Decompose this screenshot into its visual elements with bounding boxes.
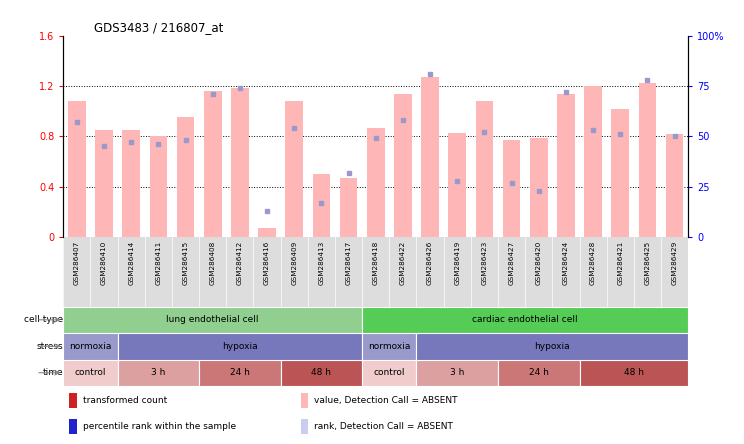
Bar xyxy=(280,360,362,386)
Bar xyxy=(612,109,629,237)
Bar xyxy=(557,94,575,237)
Text: 48 h: 48 h xyxy=(624,368,644,377)
Bar xyxy=(176,118,194,237)
Text: percentile rank within the sample: percentile rank within the sample xyxy=(83,422,237,431)
Text: GSM286410: GSM286410 xyxy=(101,241,107,285)
Bar xyxy=(69,393,77,408)
Text: GSM286429: GSM286429 xyxy=(672,241,678,285)
Bar xyxy=(394,94,411,237)
Text: normoxia: normoxia xyxy=(69,342,112,351)
Text: GSM286424: GSM286424 xyxy=(563,241,569,285)
Text: GSM286415: GSM286415 xyxy=(182,241,188,285)
Text: 3 h: 3 h xyxy=(450,368,464,377)
Text: 24 h: 24 h xyxy=(230,368,250,377)
Bar xyxy=(503,140,520,237)
Bar xyxy=(122,130,140,237)
Bar xyxy=(68,101,86,237)
Text: GSM286425: GSM286425 xyxy=(644,241,650,285)
Bar xyxy=(63,333,118,360)
Bar xyxy=(286,101,303,237)
Text: value, Detection Call = ABSENT: value, Detection Call = ABSENT xyxy=(315,396,458,405)
Bar xyxy=(63,306,362,333)
Bar xyxy=(258,228,276,237)
Text: GSM286409: GSM286409 xyxy=(291,241,297,285)
Text: hypoxia: hypoxia xyxy=(222,342,257,351)
Text: GSM286426: GSM286426 xyxy=(427,241,433,285)
Bar xyxy=(95,130,113,237)
Bar xyxy=(530,138,548,237)
Text: GSM286411: GSM286411 xyxy=(155,241,161,285)
Text: 48 h: 48 h xyxy=(312,368,331,377)
Text: GSM286423: GSM286423 xyxy=(481,241,487,285)
Bar xyxy=(362,360,417,386)
Text: GSM286419: GSM286419 xyxy=(455,241,461,285)
Text: GSM286413: GSM286413 xyxy=(318,241,324,285)
Bar xyxy=(231,88,248,237)
Bar xyxy=(301,419,308,434)
Bar xyxy=(638,83,656,237)
Text: 24 h: 24 h xyxy=(529,368,548,377)
Text: GSM286427: GSM286427 xyxy=(509,241,515,285)
Bar xyxy=(118,333,362,360)
Text: GSM286412: GSM286412 xyxy=(237,241,243,285)
Bar xyxy=(449,133,466,237)
Text: GSM286417: GSM286417 xyxy=(345,241,352,285)
Bar xyxy=(362,333,417,360)
Text: GSM286420: GSM286420 xyxy=(536,241,542,285)
Text: GSM286428: GSM286428 xyxy=(590,241,596,285)
Bar xyxy=(421,77,439,237)
Text: cell type: cell type xyxy=(24,315,63,324)
Text: 3 h: 3 h xyxy=(151,368,165,377)
Text: GSM286418: GSM286418 xyxy=(373,241,379,285)
Text: hypoxia: hypoxia xyxy=(534,342,570,351)
Text: GSM286416: GSM286416 xyxy=(264,241,270,285)
Text: control: control xyxy=(373,368,405,377)
Text: GSM286414: GSM286414 xyxy=(128,241,134,285)
Bar xyxy=(118,360,199,386)
Bar xyxy=(475,101,493,237)
Text: lung endothelial cell: lung endothelial cell xyxy=(167,315,259,324)
Text: control: control xyxy=(74,368,106,377)
Bar xyxy=(69,419,77,434)
Text: GSM286407: GSM286407 xyxy=(74,241,80,285)
Text: normoxia: normoxia xyxy=(368,342,411,351)
Bar xyxy=(498,360,580,386)
Text: GSM286408: GSM286408 xyxy=(210,241,216,285)
Text: GSM286421: GSM286421 xyxy=(618,241,623,285)
Bar xyxy=(150,136,167,237)
Text: stress: stress xyxy=(36,342,63,351)
Text: GSM286422: GSM286422 xyxy=(400,241,406,285)
Bar xyxy=(417,333,688,360)
Bar xyxy=(204,91,222,237)
Bar xyxy=(666,134,684,237)
Bar xyxy=(362,306,688,333)
Bar xyxy=(417,360,498,386)
Bar xyxy=(63,360,118,386)
Text: GDS3483 / 216807_at: GDS3483 / 216807_at xyxy=(94,21,224,34)
Text: transformed count: transformed count xyxy=(83,396,167,405)
Bar xyxy=(367,127,385,237)
Bar xyxy=(580,360,688,386)
Text: cardiac endothelial cell: cardiac endothelial cell xyxy=(472,315,578,324)
Bar xyxy=(584,86,602,237)
Bar xyxy=(199,360,280,386)
Text: time: time xyxy=(42,368,63,377)
Text: rank, Detection Call = ABSENT: rank, Detection Call = ABSENT xyxy=(315,422,453,431)
Bar xyxy=(312,174,330,237)
Bar xyxy=(340,178,357,237)
Bar xyxy=(301,393,308,408)
